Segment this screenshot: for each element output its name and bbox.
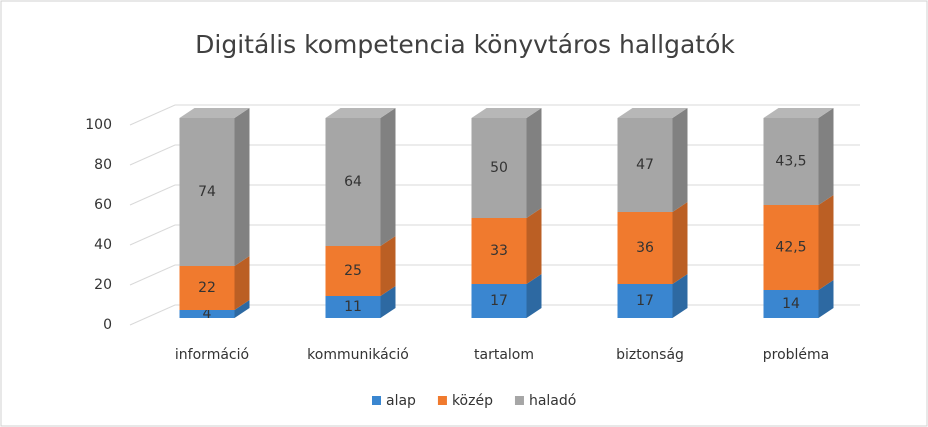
data-label: 11 (344, 299, 362, 315)
y-tick-label: 60 (94, 197, 112, 213)
y-tick-label: 20 (94, 277, 112, 293)
data-label: 74 (198, 184, 216, 200)
bar-top (325, 108, 396, 118)
bar-front (179, 118, 235, 266)
bar-side (672, 108, 688, 212)
data-label: 33 (490, 243, 508, 259)
data-label: 17 (636, 293, 654, 309)
legend-label: alap (386, 393, 416, 409)
bar-side (672, 202, 688, 284)
data-label: 14 (782, 296, 800, 312)
bar-front (325, 296, 381, 318)
bar-side (526, 108, 542, 218)
bar-front (763, 205, 819, 290)
bar-top (471, 108, 542, 118)
bar-front (471, 284, 527, 318)
bar-side (818, 280, 834, 318)
bar-front (763, 118, 819, 205)
y-tick-label: 0 (103, 317, 112, 333)
data-label: 43,5 (775, 154, 806, 170)
data-label: 47 (636, 157, 654, 173)
legend-swatch (437, 396, 447, 405)
bar-top (179, 108, 250, 118)
grid-line (129, 104, 860, 126)
bar-side (234, 300, 250, 318)
bar-side (234, 108, 250, 266)
data-label: 50 (490, 160, 508, 176)
y-tick-label: 100 (85, 117, 112, 133)
legend-swatch (372, 396, 381, 405)
y-tick-label: 40 (94, 237, 112, 253)
x-tick-label: probléma (763, 347, 830, 363)
bar-side (526, 208, 542, 284)
bar-side (526, 274, 542, 318)
data-label: 25 (344, 263, 362, 279)
bar-front (471, 218, 527, 284)
bar-front (617, 284, 673, 318)
y-tick-label: 80 (94, 157, 112, 173)
x-tick-label: tartalom (474, 347, 534, 363)
legend-swatch (514, 396, 524, 405)
bar-top (763, 108, 834, 118)
data-label: 22 (198, 280, 216, 296)
chart-title: Digitális kompetencia könyvtáros hallgat… (195, 30, 735, 59)
data-label: 4 (203, 306, 212, 322)
bar-side (380, 108, 396, 246)
bar-side (234, 256, 250, 310)
data-label: 17 (490, 293, 508, 309)
legend-label: haladó (529, 393, 576, 409)
bar-front (179, 266, 235, 310)
bar-front (471, 118, 527, 218)
bar-side (380, 286, 396, 318)
data-label: 64 (344, 174, 362, 190)
bar-front (617, 118, 673, 212)
bar-front (763, 290, 819, 318)
x-tick-label: információ (175, 347, 249, 363)
bar-side (818, 108, 834, 205)
x-tick-label: kommunikáció (307, 347, 409, 363)
bar-front (325, 118, 381, 246)
data-label: 42,5 (775, 240, 806, 256)
bar-front (179, 310, 235, 318)
bar-side (380, 236, 396, 296)
bar-side (672, 274, 688, 318)
bar-side (818, 195, 834, 290)
bar-front (617, 212, 673, 284)
bar-top (617, 108, 688, 118)
x-tick-label: biztonság (616, 347, 684, 363)
legend-label: közép (452, 393, 493, 409)
data-label: 36 (636, 240, 654, 256)
bar-front (325, 246, 381, 296)
